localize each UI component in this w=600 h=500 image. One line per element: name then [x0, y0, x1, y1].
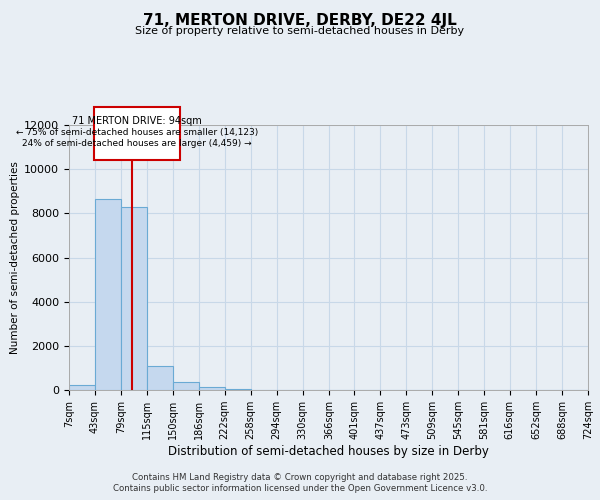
FancyBboxPatch shape	[94, 108, 181, 160]
Bar	[121, 206, 147, 390]
Text: Contains public sector information licensed under the Open Government Licence v3: Contains public sector information licen…	[113, 484, 487, 493]
Text: 71 MERTON DRIVE: 94sqm: 71 MERTON DRIVE: 94sqm	[72, 116, 202, 126]
X-axis label: Distribution of semi-detached houses by size in Derby: Distribution of semi-detached houses by …	[168, 445, 489, 458]
Bar	[224, 389, 251, 390]
Text: 71, MERTON DRIVE, DERBY, DE22 4JL: 71, MERTON DRIVE, DERBY, DE22 4JL	[143, 12, 457, 28]
Y-axis label: Number of semi-detached properties: Number of semi-detached properties	[10, 161, 20, 354]
Bar	[199, 387, 224, 390]
Text: Size of property relative to semi-detached houses in Derby: Size of property relative to semi-detach…	[136, 26, 464, 36]
Bar	[69, 385, 95, 390]
Text: ← 75% of semi-detached houses are smaller (14,123): ← 75% of semi-detached houses are smalle…	[16, 128, 258, 138]
Text: 24% of semi-detached houses are larger (4,459) →: 24% of semi-detached houses are larger (…	[22, 140, 252, 148]
Text: Contains HM Land Registry data © Crown copyright and database right 2025.: Contains HM Land Registry data © Crown c…	[132, 472, 468, 482]
Bar	[95, 199, 121, 390]
Bar	[173, 382, 199, 390]
Bar	[147, 366, 173, 390]
